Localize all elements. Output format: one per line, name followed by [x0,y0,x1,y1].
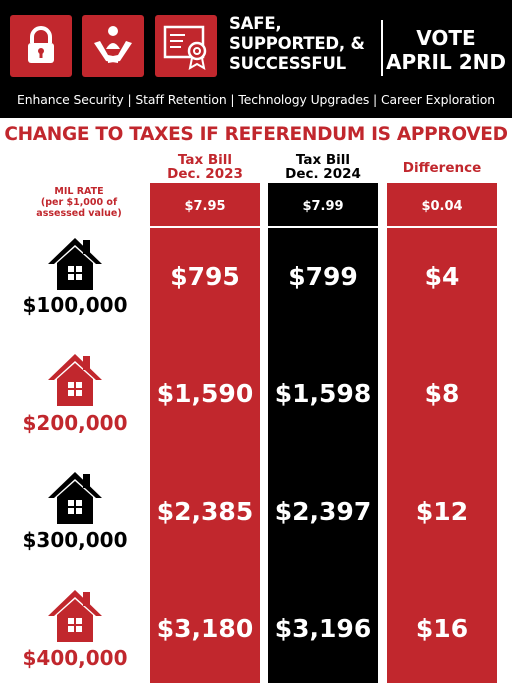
column-bg-2024 [268,183,378,683]
slogan-line: SUCCESSFUL [229,54,346,73]
mil-rate-2024: $7.99 [302,199,344,214]
home-value: $200,000 [22,411,128,435]
bill-2023: $2,385 [156,497,254,526]
helping-hands-icon [82,15,144,77]
mil-rate-2023: $7.95 [184,199,226,214]
bill-difference: $16 [415,614,469,643]
column-bg-difference [387,183,497,683]
bill-2024: $1,598 [274,379,372,408]
vote-line: APRIL 2ND [386,50,506,74]
home-value: $300,000 [22,528,128,552]
bill-2024: $3,196 [274,614,372,643]
slogan: SAFE, SUPPORTED, & SUCCESSFUL [229,14,379,74]
house-icon [48,472,102,524]
house-icon [48,354,102,406]
column-header-2024: Tax Bill Dec. 2024 [268,153,378,181]
slogan-line: SUPPORTED, & [229,34,365,53]
column-header-line: Tax Bill [177,152,233,168]
mil-rate-label-line: MIL RATE [54,186,104,197]
bill-2023: $795 [170,262,240,291]
divider [381,20,383,76]
goals-text: Enhance Security | Staff Retention | Tec… [16,92,495,107]
bill-difference: $12 [415,497,469,526]
column-header-difference: Difference [387,161,497,175]
column-bg-2023 [150,183,260,683]
house-icon [48,590,102,642]
vote-date: VOTE APRIL 2ND [385,26,507,74]
mil-rate-difference: $0.04 [421,199,463,214]
bill-difference: $4 [424,262,460,291]
mil-rate-label-line: (per $1,000 of [40,197,118,208]
column-header-line: Tax Bill [295,152,351,168]
bill-2023: $1,590 [156,379,254,408]
bill-2024: $799 [288,262,358,291]
lock-icon [10,15,72,77]
certificate-icon [155,15,217,77]
home-value: $400,000 [22,646,128,670]
slogan-line: SAFE, [229,14,282,33]
header-banner: SAFE, SUPPORTED, & SUCCESSFUL VOTE APRIL… [0,0,512,118]
mil-rate-label: MIL RATE (per $1,000 of assessed value) [14,186,144,219]
house-icon [48,238,102,290]
bill-2024: $2,397 [274,497,372,526]
column-header-2023: Tax Bill Dec. 2023 [150,153,260,181]
home-value: $100,000 [22,293,128,317]
column-header-line: Dec. 2024 [285,166,361,182]
page-title: CHANGE TO TAXES IF REFERENDUM IS APPROVE… [4,124,508,145]
mil-rate-label-line: assessed value) [36,208,122,219]
rate-divider [150,226,497,228]
bill-difference: $8 [424,379,460,408]
column-header-line: Dec. 2023 [167,166,243,182]
column-header-line: Difference [402,160,482,176]
bill-2023: $3,180 [156,614,254,643]
vote-line: VOTE [416,26,476,50]
